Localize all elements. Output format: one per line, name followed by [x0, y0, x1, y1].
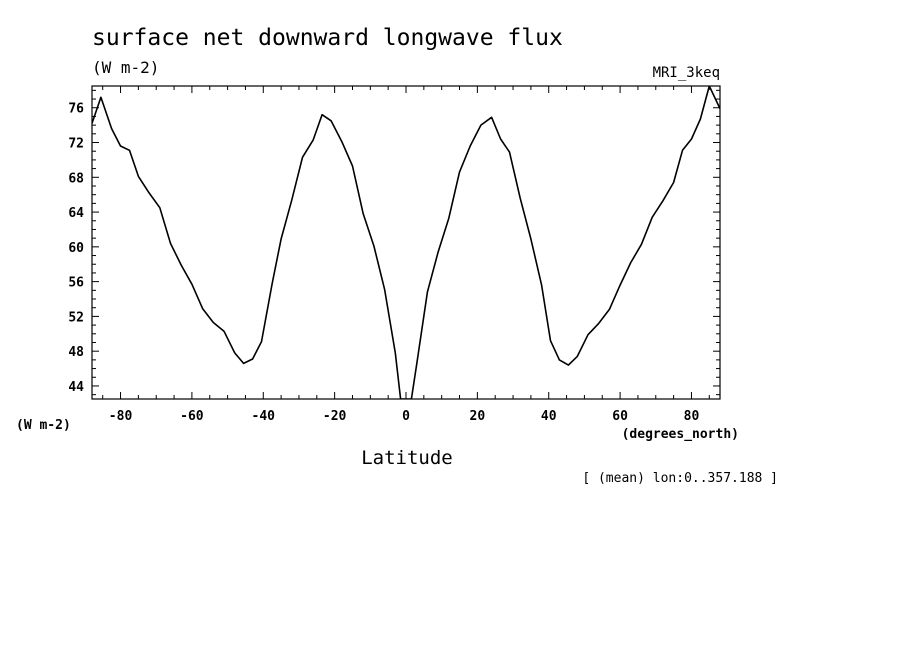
averaging-note: [ (mean) lon:0..357.188 ]	[582, 471, 778, 486]
x-tick-label: 0	[402, 409, 410, 424]
series-line	[92, 86, 720, 399]
x-tick-label: -40	[252, 409, 276, 424]
plot-frame	[91, 85, 721, 400]
x-tick-label: 60	[612, 409, 628, 424]
x-tick-label: -80	[109, 409, 133, 424]
chart-title: surface net downward longwave flux	[92, 25, 563, 51]
y-tick-label: 68	[68, 171, 84, 186]
x-tick-label: 80	[684, 409, 700, 424]
y-tick-label: 56	[68, 276, 84, 291]
y-tick-label: 60	[68, 241, 84, 256]
x-tick-label: -60	[180, 409, 204, 424]
y-tick-label: 52	[68, 310, 84, 325]
y-tick-label: 72	[68, 137, 84, 152]
x-tick-label: 20	[470, 409, 486, 424]
y-tick-label: 44	[68, 380, 84, 395]
y-tick-label: 48	[68, 345, 84, 360]
x-unit-label: (degrees_north)	[622, 427, 739, 442]
y-unit-label: (W m-2)	[16, 418, 71, 433]
x-axis-title: Latitude	[361, 447, 453, 469]
x-tick-label: -20	[323, 409, 347, 424]
units-label: (W m-2)	[92, 58, 159, 77]
model-label: MRI_3keq	[653, 65, 720, 81]
y-tick-label: 64	[68, 206, 84, 221]
plot-area: -80 -60 -40 -20 0 20 40 60 80 44 48 52 56 60 64 68 72 76	[68, 85, 721, 424]
y-tick-label: 76	[68, 102, 84, 117]
x-tick-label: 40	[541, 409, 557, 424]
